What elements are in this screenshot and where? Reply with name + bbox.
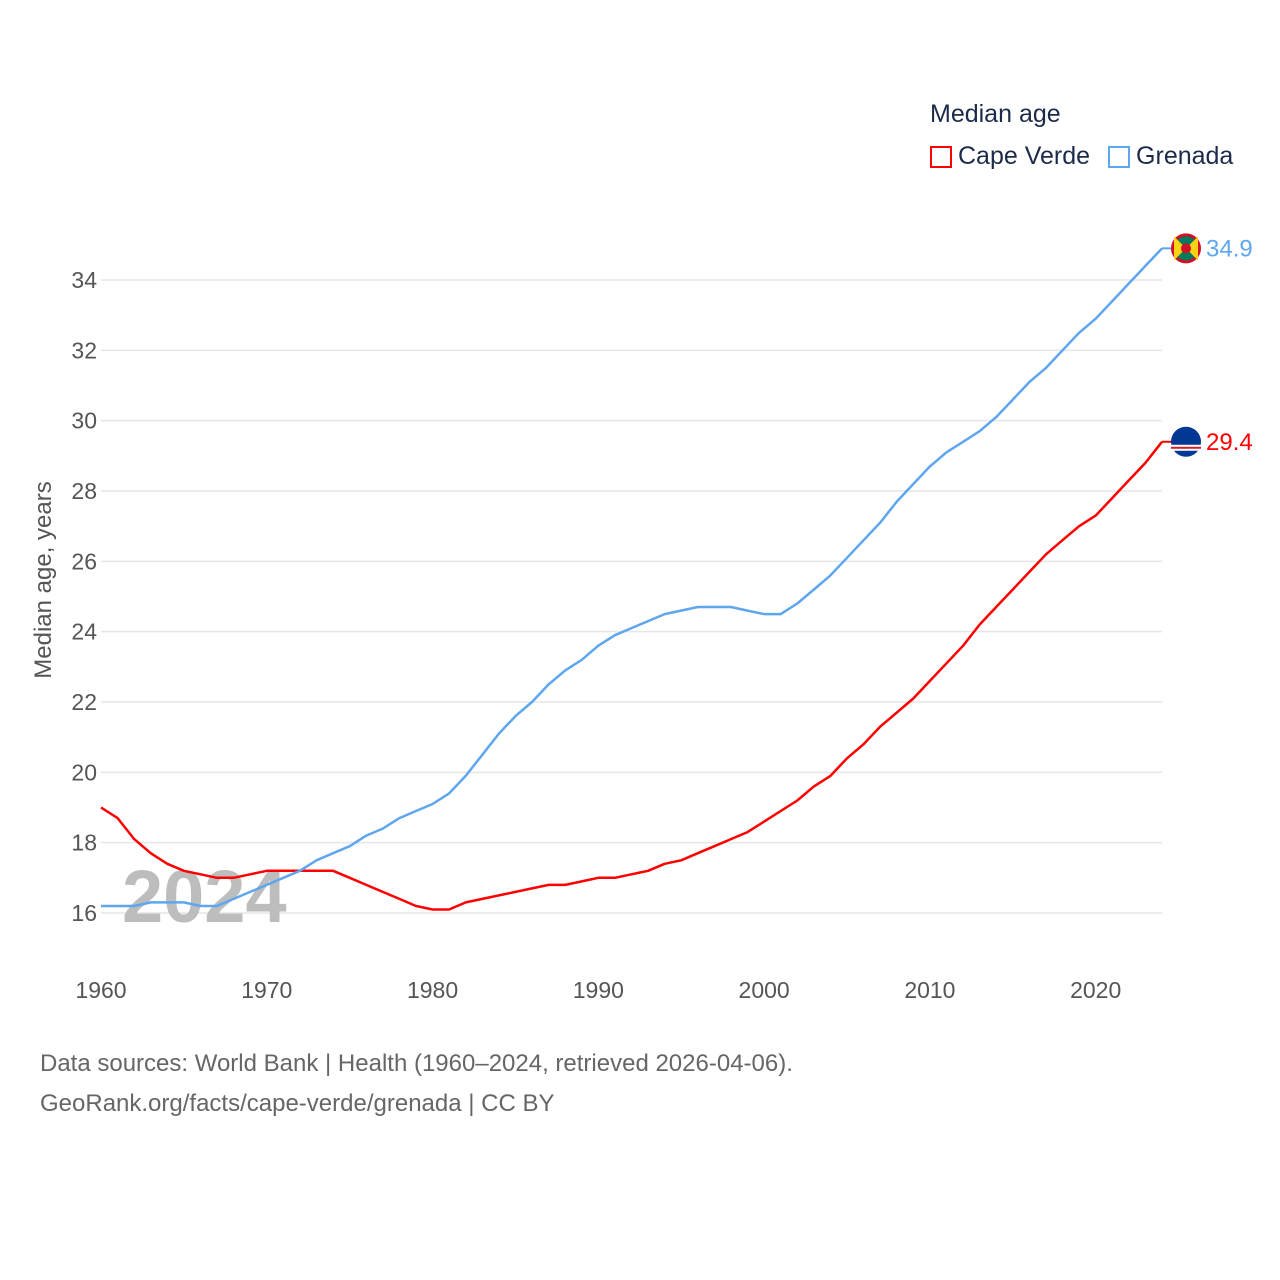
legend-swatch	[930, 145, 952, 168]
x-tick-label: 1980	[407, 977, 458, 1003]
x-tick-label: 1970	[241, 977, 292, 1003]
x-tick-label: 1960	[75, 977, 126, 1003]
y-axis-label: Median age, years	[30, 481, 57, 678]
data-sources: Data sources: World Bank | Health (1960–…	[40, 1050, 793, 1077]
x-tick-label: 2010	[904, 977, 955, 1003]
y-tick-label: 32	[71, 337, 97, 363]
end-value-label: 34.9	[1206, 235, 1253, 262]
legend-item-cape-verde[interactable]: Cape Verde	[930, 142, 1090, 171]
legend-swatch	[1108, 145, 1131, 168]
footer: Data sources: World Bank | Health (1960–…	[40, 1044, 793, 1124]
x-tick-label: 1990	[573, 977, 624, 1003]
y-tick-label: 20	[71, 759, 97, 785]
chart-watermark: 2024	[122, 855, 287, 938]
legend-item-grenada[interactable]: Grenada	[1108, 142, 1233, 171]
legend-label: Grenada	[1136, 142, 1234, 170]
end-value-label: 29.4	[1206, 429, 1253, 456]
cape-verde-flag-icon	[1171, 426, 1201, 457]
y-tick-label: 22	[71, 689, 97, 715]
x-tick-label: 2020	[1070, 977, 1121, 1003]
y-tick-label: 18	[71, 830, 97, 856]
y-tick-label: 26	[71, 548, 97, 574]
y-tick-label: 24	[71, 619, 97, 645]
series-line-cape-verde	[100, 441, 1163, 911]
source-link[interactable]: GeoRank.org/facts/cape-verde/grenada | C…	[40, 1090, 555, 1117]
legend: Cape Verde Grenada	[930, 142, 1233, 171]
y-tick-label: 34	[71, 267, 97, 293]
y-tick-label: 16	[71, 900, 97, 926]
x-tick-label: 2000	[739, 977, 790, 1003]
legend-title: Median age	[930, 100, 1061, 128]
legend-label: Cape Verde	[958, 142, 1091, 170]
y-tick-label: 28	[71, 478, 97, 504]
series-line-grenada	[101, 247, 1163, 908]
y-tick-label: 30	[71, 408, 97, 434]
grenada-flag-icon	[1171, 233, 1201, 264]
